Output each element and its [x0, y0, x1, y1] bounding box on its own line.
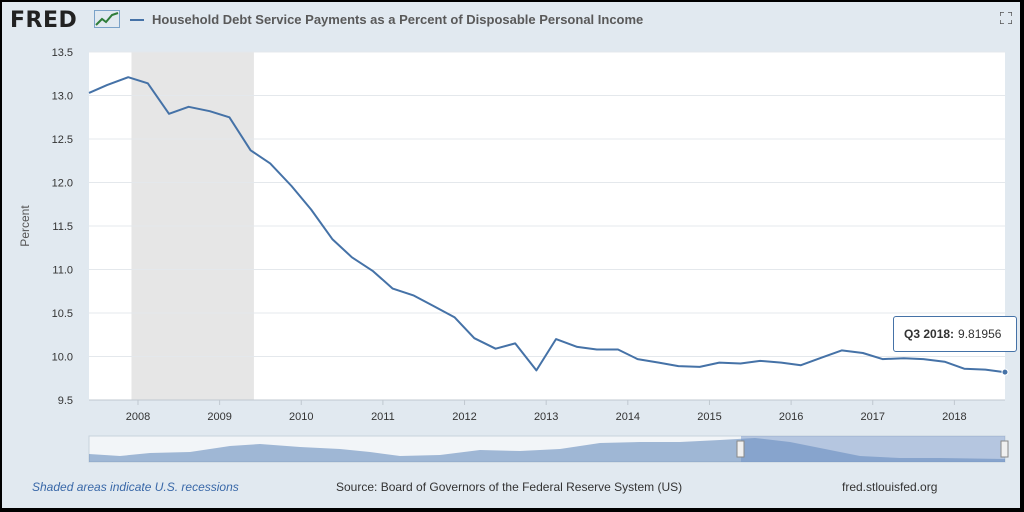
y-tick-label: 12.5 — [52, 134, 73, 146]
y-tick-label: 11.0 — [52, 265, 73, 277]
chart-legend: Household Debt Service Payments as a Per… — [130, 12, 643, 27]
data-tooltip: Q3 2018: 9.81956 — [893, 316, 1017, 352]
navigator[interactable] — [88, 435, 1009, 463]
navigator-selection[interactable] — [741, 436, 1005, 462]
tooltip-value: 9.81956 — [958, 327, 1002, 341]
x-tick-label: 2010 — [289, 411, 313, 423]
expand-icon[interactable] — [1000, 12, 1012, 24]
navigator-handle-right[interactable] — [1000, 440, 1009, 458]
y-tick-label: 9.5 — [58, 395, 73, 407]
y-tick-label: 11.5 — [52, 221, 73, 233]
y-axis-ticks: 9.5 10.0 10.5 11.0 11.5 12.0 12.5 13.0 13.5 — [52, 47, 73, 407]
tooltip-label: Q3 2018: — [904, 327, 955, 341]
x-tick-label: 2014 — [616, 411, 640, 423]
x-tick-label: 2012 — [452, 411, 476, 423]
legend-swatch — [130, 18, 144, 21]
x-tick-label: 2018 — [942, 411, 966, 423]
source-text: Source: Board of Governors of the Federa… — [336, 480, 683, 494]
x-tick-label: 2015 — [697, 411, 721, 423]
navigator-area — [89, 438, 1005, 462]
hover-marker — [1001, 368, 1009, 376]
y-tick-label: 10.0 — [52, 352, 73, 364]
x-tick-label: 2009 — [207, 411, 231, 423]
x-tick-label: 2017 — [861, 411, 885, 423]
recession-note: Shaded areas indicate U.S. recessions — [32, 480, 239, 494]
series-line[interactable] — [88, 76, 1006, 374]
fred-logo[interactable]: FRED — [10, 8, 78, 33]
x-tick-label: 2016 — [779, 411, 803, 423]
y-tick-label: 13.0 — [52, 91, 73, 103]
x-tick-label: 2008 — [126, 411, 150, 423]
chart-line-icon — [94, 10, 120, 28]
site-link[interactable]: fred.stlouisfed.org — [842, 480, 938, 494]
y-axis-label: Percent — [18, 205, 32, 247]
x-tick-label: 2013 — [534, 411, 558, 423]
x-axis-ticks: 2008 2009 2010 2011 2012 2013 2014 2015 2016 2017… — [126, 400, 967, 423]
y-tick-label: 13.5 — [52, 47, 73, 59]
y-tick-label: 10.5 — [52, 308, 73, 320]
chart-title: Household Debt Service Payments as a Per… — [152, 12, 644, 27]
navigator-handle-left[interactable] — [736, 440, 745, 458]
x-tick-label: 2011 — [371, 411, 395, 423]
series-layer — [88, 76, 1006, 374]
y-tick-label: 12.0 — [52, 178, 73, 190]
